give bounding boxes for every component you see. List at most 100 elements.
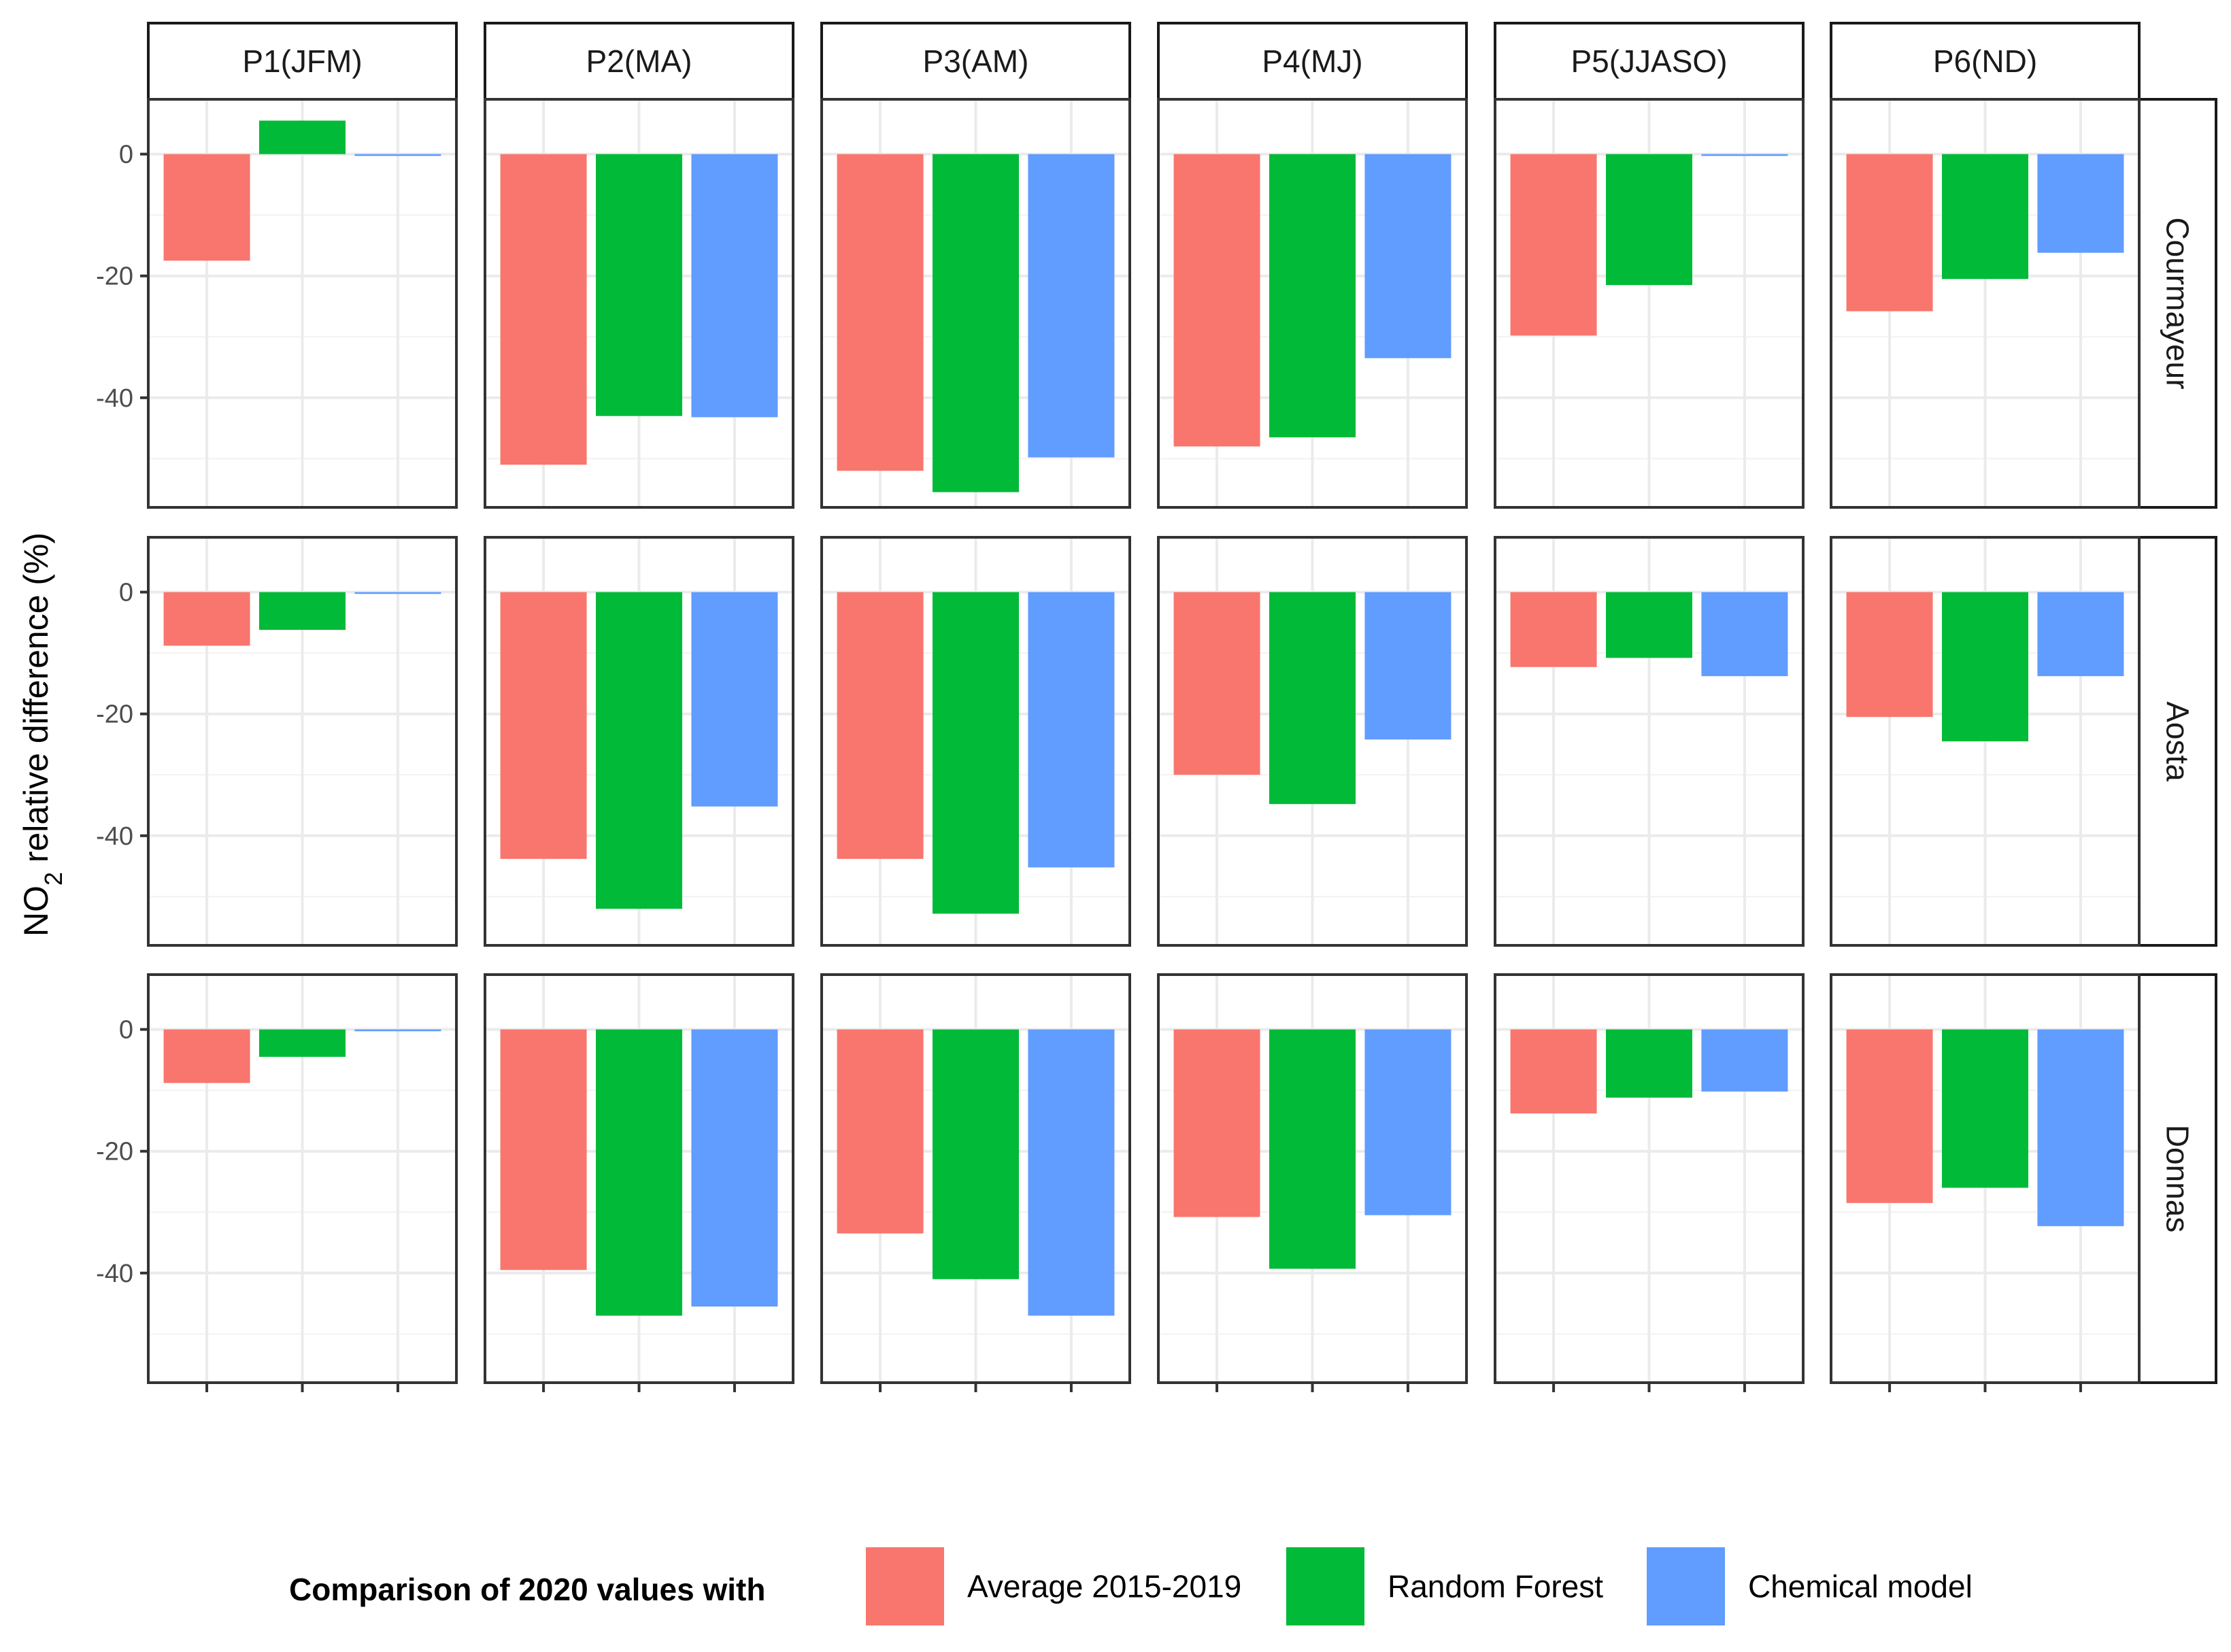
legend-key-label: Chemical model — [1748, 1569, 1973, 1604]
bar-average-2015-2019 — [500, 154, 587, 465]
panel-border — [1157, 536, 1468, 947]
bar-chemical-model — [1364, 592, 1452, 740]
bar-average-2015-2019 — [837, 154, 924, 471]
facet-strip-row-label: Aosta — [2160, 701, 2196, 781]
bar-average-2015-2019 — [1510, 592, 1597, 667]
bar-chemical-model — [1364, 154, 1452, 358]
legend-title: Comparison of 2020 values with — [289, 1572, 765, 1607]
bar-random-forest — [933, 592, 1019, 914]
y-axis-title: NO2 relative difference (%) — [17, 533, 67, 937]
y-axis-title-prefix: NO — [17, 886, 55, 937]
bar-chemical-model — [354, 1029, 441, 1032]
bar-average-2015-2019 — [163, 592, 250, 646]
facet-panel — [820, 98, 1131, 509]
facet-panel — [147, 98, 458, 509]
bar-average-2015-2019 — [163, 1029, 250, 1083]
facet-strip-column-label: P5(JJASO) — [1571, 44, 1727, 79]
bar-chemical-model — [1701, 154, 1788, 156]
y-tick-label: -20 — [96, 1138, 133, 1166]
bar-chemical-model — [2037, 592, 2124, 677]
bar-random-forest — [1269, 154, 1356, 438]
bar-random-forest — [259, 120, 346, 154]
bar-chemical-model — [1028, 1029, 1115, 1316]
facet-panel — [1494, 536, 1805, 947]
bar-average-2015-2019 — [1846, 592, 1933, 718]
bar-chemical-model — [2037, 154, 2124, 253]
bar-random-forest — [1942, 592, 2028, 741]
legend: Comparison of 2020 values with Average 2… — [289, 1547, 1973, 1625]
legend-item: Random Forest — [1286, 1547, 1603, 1625]
legend-key-swatch — [1647, 1547, 1725, 1625]
panel-border — [1830, 536, 2141, 947]
bar-chemical-model — [1364, 1029, 1452, 1215]
facet-strip-column-box — [1830, 22, 2141, 101]
panel-border — [147, 536, 458, 947]
facet-strip-row: Aosta — [2138, 536, 2217, 947]
facet-strip-column-label: P4(MJ) — [1262, 44, 1362, 79]
facet-strip-column-box — [1157, 22, 1468, 101]
legend-key-swatch — [1286, 1547, 1364, 1625]
facet-strip-column-label: P2(MA) — [586, 44, 692, 79]
facet-strip-column: P6(ND) — [1830, 22, 2141, 101]
y-axis-title-subscript: 2 — [39, 872, 67, 886]
bar-chemical-model — [2037, 1029, 2124, 1226]
y-axis-title-suffix: relative difference (%) — [17, 533, 55, 872]
facet-strip-row-box — [2138, 98, 2217, 509]
bar-random-forest — [259, 1029, 346, 1057]
y-tick-label: 0 — [119, 141, 133, 169]
bar-chemical-model — [1028, 592, 1115, 868]
facet-strip-column: P3(AM) — [820, 22, 1131, 101]
legend-item: Average 2015-2019 — [866, 1547, 1241, 1625]
bar-random-forest — [596, 592, 682, 909]
legend-key-swatch — [866, 1547, 944, 1625]
facet-strip-column: P4(MJ) — [1157, 22, 1468, 101]
bar-average-2015-2019 — [163, 154, 250, 261]
panel-border — [147, 98, 458, 509]
bar-random-forest — [933, 154, 1019, 492]
facet-panel — [820, 973, 1131, 1384]
facet-strip-row: Donnas — [2138, 973, 2217, 1384]
y-tick-label: -40 — [96, 384, 133, 413]
bar-average-2015-2019 — [1173, 154, 1260, 447]
bar-average-2015-2019 — [500, 1029, 587, 1270]
facet-strip-column-box — [484, 22, 794, 101]
y-tick-label: -40 — [96, 822, 133, 851]
facet-panel — [1494, 973, 1805, 1384]
bar-average-2015-2019 — [1510, 154, 1597, 336]
facet-strip-column: P1(JFM) — [147, 22, 458, 101]
facet-panel — [1830, 973, 2141, 1384]
panel-border — [820, 98, 1131, 509]
panel-border — [1830, 98, 2141, 509]
bar-average-2015-2019 — [837, 1029, 924, 1234]
bar-average-2015-2019 — [1173, 1029, 1260, 1217]
y-tick-label: -40 — [96, 1260, 133, 1288]
y-tick-label: 0 — [119, 579, 133, 607]
bar-average-2015-2019 — [837, 592, 924, 859]
facet-panel — [484, 98, 794, 509]
facet-panel — [1830, 536, 2141, 947]
bar-average-2015-2019 — [1173, 592, 1260, 775]
facet-strip-column-label: P3(AM) — [923, 44, 1029, 79]
panel-border — [1494, 98, 1805, 509]
bar-average-2015-2019 — [500, 592, 587, 859]
bar-random-forest — [1942, 1029, 2028, 1188]
facet-strip-column: P2(MA) — [484, 22, 794, 101]
bar-random-forest — [1269, 1029, 1356, 1269]
bar-random-forest — [1606, 154, 1692, 286]
bar-chemical-model — [691, 592, 778, 807]
facet-panel — [820, 536, 1131, 947]
facet-panel — [484, 536, 794, 947]
facet-panel — [1157, 973, 1468, 1384]
facet-panel — [1157, 98, 1468, 509]
bar-random-forest — [259, 592, 346, 630]
legend-item: Chemical model — [1647, 1547, 1973, 1625]
bar-chemical-model — [1701, 592, 1788, 677]
facet-strip-column-label: P1(JFM) — [242, 44, 362, 79]
bar-random-forest — [1269, 592, 1356, 805]
facet-panel — [484, 973, 794, 1384]
bar-chemical-model — [354, 154, 441, 156]
bar-random-forest — [933, 1029, 1019, 1279]
facet-grid: P1(JFM) P2(MA) P3(AM) P4(MJ) P5(JJASO) P6(ND)… — [96, 22, 2217, 1392]
bar-average-2015-2019 — [1846, 1029, 1933, 1203]
